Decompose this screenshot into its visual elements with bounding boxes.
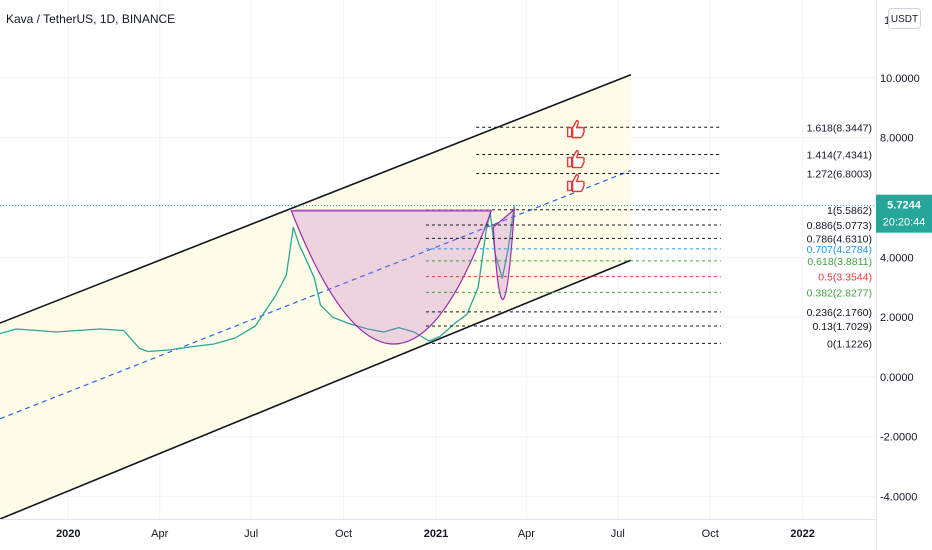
bar-countdown: 20:20:44	[883, 217, 926, 229]
time-tick-label: Jul	[611, 528, 625, 540]
price-tick-label: 4.0000	[880, 252, 914, 264]
price-series	[0, 205, 876, 353]
price-tick-label: 2.0000	[880, 312, 914, 324]
fib-level-label: 1(5.5862)	[827, 205, 872, 217]
time-tick-label: 2021	[424, 528, 448, 540]
thumbs-up-icon	[566, 173, 585, 193]
parallel-channel[interactable]	[0, 74, 632, 520]
thumbs-up-shape	[566, 173, 585, 193]
price-tick-label: 0.0000	[880, 372, 914, 384]
time-tick-label: Oct	[702, 528, 719, 540]
fib-level-label: 1.414(7.4341)	[807, 150, 872, 162]
thumbs-up-shape	[566, 149, 585, 169]
last-price-tag: 5.7244 20:20:44	[876, 194, 932, 233]
fib-level-label: 1.272(6.8003)	[807, 168, 872, 180]
symbol-title: Kava / TetherUS, 1D, BINANCE	[6, 12, 175, 26]
channel-lower-line	[0, 259, 632, 520]
time-axis[interactable]: 2020 Apr Jul Oct 2021 Apr Jul Oct 2022	[56, 528, 815, 540]
fib-level-label: 0.786(4.6310)	[807, 233, 872, 245]
thumbs-up-icon	[566, 119, 585, 139]
time-tick-label: Jul	[244, 528, 258, 540]
channel-fill	[0, 74, 631, 519]
fib-level-label: 0.382(2.8277)	[807, 287, 872, 299]
price-line	[0, 205, 515, 353]
fib-level-label: 1.618(8.3447)	[807, 122, 872, 134]
thumbs-up-shape	[566, 119, 585, 139]
fib-level-label: 0.5(3.3544)	[818, 272, 872, 284]
annotation-icons	[566, 119, 585, 193]
fib-level-label: 0(1.1226)	[827, 338, 872, 350]
fib-level-label: 0.886(5.0773)	[807, 220, 872, 232]
currency-button-label: USDT	[891, 14, 918, 25]
fib-level-label: 0.13(1.7029)	[812, 321, 872, 333]
last-price-value: 5.7244	[887, 200, 922, 212]
currency-button[interactable]: USDT	[888, 8, 921, 29]
price-tick-label: 8.0000	[880, 133, 914, 145]
time-tick-label: Oct	[335, 528, 352, 540]
price-tick-label: -2.0000	[880, 432, 917, 444]
time-tick-label: Apr	[518, 528, 535, 540]
thumbs-up-icon	[566, 149, 585, 169]
time-tick-label: 2020	[56, 528, 80, 540]
time-tick-label: Apr	[151, 528, 168, 540]
fib-level-label: 0.707(4.2784)	[807, 244, 872, 256]
channel-upper-line	[0, 74, 632, 324]
price-tick-label: -4.0000	[880, 492, 917, 504]
channel-median-line	[0, 169, 632, 420]
time-tick-label: 2022	[790, 528, 814, 540]
fibonacci-extension[interactable]: 1.618(8.3447) 1.414(7.4341) 1.272(6.8003) 1…	[295, 122, 872, 350]
cup-shape	[290, 210, 493, 345]
price-axis[interactable]: 10.0000 8.0000 4.0000 2.0000 0.0000 -2.0000 -4…	[880, 15, 920, 504]
price-tick-label-partial: 1	[884, 15, 890, 27]
fib-level-label: 0.618(3.8811)	[807, 256, 872, 268]
price-tick-label: 10.0000	[880, 73, 920, 85]
fib-level-label: 0.236(2.1760)	[807, 307, 872, 319]
